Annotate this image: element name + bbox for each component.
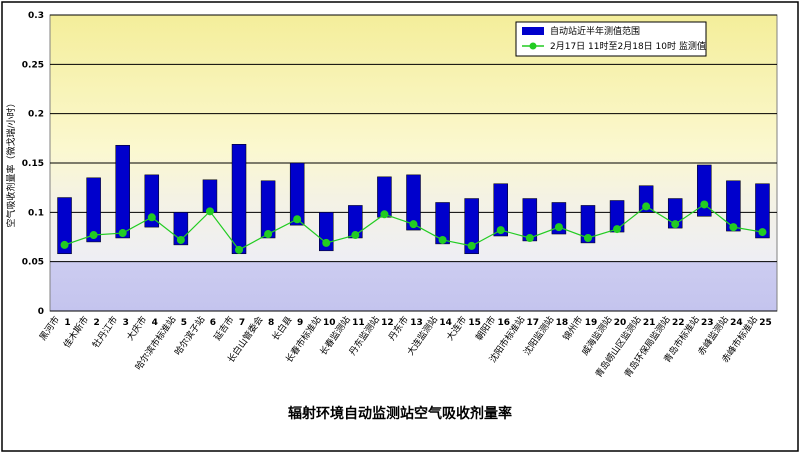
point (554, 223, 563, 232)
range-bar (493, 183, 508, 237)
x-tick-label: 22 (672, 318, 685, 328)
point (322, 238, 331, 247)
x-tick-label: 4 (152, 318, 158, 328)
point (438, 235, 447, 244)
point (380, 210, 389, 219)
x-tick-label: 2 (93, 318, 99, 328)
y-tick-label: 0.2 (28, 110, 44, 120)
range-bar (580, 205, 596, 244)
point (758, 228, 767, 237)
range-bar (144, 174, 160, 228)
x-tick-label: 1 (64, 318, 70, 328)
y-tick-label: 0.3 (28, 11, 44, 21)
x-tick-label: 25 (759, 318, 772, 328)
range-bar (289, 162, 305, 226)
point (351, 231, 360, 240)
point (205, 207, 214, 216)
y-tick-label: 0.1 (28, 208, 44, 218)
x-tick-label: 7 (239, 318, 245, 328)
range-bar (115, 144, 130, 239)
x-tick-label: 3 (123, 318, 129, 328)
x-tick-label: 10 (323, 318, 336, 328)
point (176, 235, 185, 244)
x-tick-label: 21 (643, 318, 656, 328)
x-tick-label: 17 (527, 318, 540, 328)
point (147, 213, 156, 222)
x-tick-label: 8 (268, 318, 274, 328)
x-tick-label: 13 (410, 318, 423, 328)
x-tick-label: 18 (556, 318, 569, 328)
chart-title: 辐射环境自动监测站空气吸收剂量率 (288, 405, 512, 422)
y-tick-label: 0 (38, 307, 44, 317)
x-tick-label: 11 (352, 318, 365, 328)
x-tick-label: 20 (614, 318, 627, 328)
y-axis-label: 空气吸收剂量率（微戈瑞/小时） (5, 98, 17, 227)
legend-marker (529, 42, 537, 50)
point (467, 241, 476, 250)
point (729, 223, 738, 232)
range-bar (755, 183, 770, 239)
range-bar (406, 174, 421, 231)
range-bar (231, 144, 247, 255)
point (409, 220, 418, 229)
point (613, 225, 622, 234)
y-tick-label: 0.25 (22, 60, 44, 70)
x-tick-label: 16 (497, 318, 510, 328)
point (583, 233, 592, 242)
point (642, 202, 651, 211)
point (496, 226, 505, 235)
x-tick-label: 9 (297, 318, 303, 328)
x-tick-label: 12 (381, 318, 394, 328)
legend-swatch (522, 27, 544, 35)
legend-label: 2月17日 11时至2月18日 10时 监测值 (550, 40, 706, 52)
range-bar (260, 180, 276, 239)
range-bar (464, 198, 479, 255)
x-tick-label: 5 (181, 318, 187, 328)
x-tick-label: 6 (210, 318, 216, 328)
range-bar (86, 177, 101, 243)
range-bar (57, 197, 72, 255)
y-tick-label: 0.05 (22, 258, 44, 268)
point (60, 240, 69, 249)
point (525, 233, 534, 242)
legend-box (515, 21, 707, 57)
x-tick-label: 15 (468, 318, 481, 328)
y-tick-label: 0.15 (22, 159, 44, 169)
x-tick-label: 19 (585, 318, 598, 328)
x-tick-label: 14 (439, 318, 452, 328)
point (293, 215, 302, 224)
x-tick-label: 23 (701, 318, 714, 328)
point (118, 229, 127, 238)
point (671, 220, 680, 229)
point (700, 200, 709, 209)
point (264, 230, 273, 239)
x-tick-label: 24 (730, 318, 743, 328)
point (235, 245, 244, 254)
legend-label: 自动站近半年测值范围 (550, 25, 640, 37)
point (89, 231, 98, 240)
